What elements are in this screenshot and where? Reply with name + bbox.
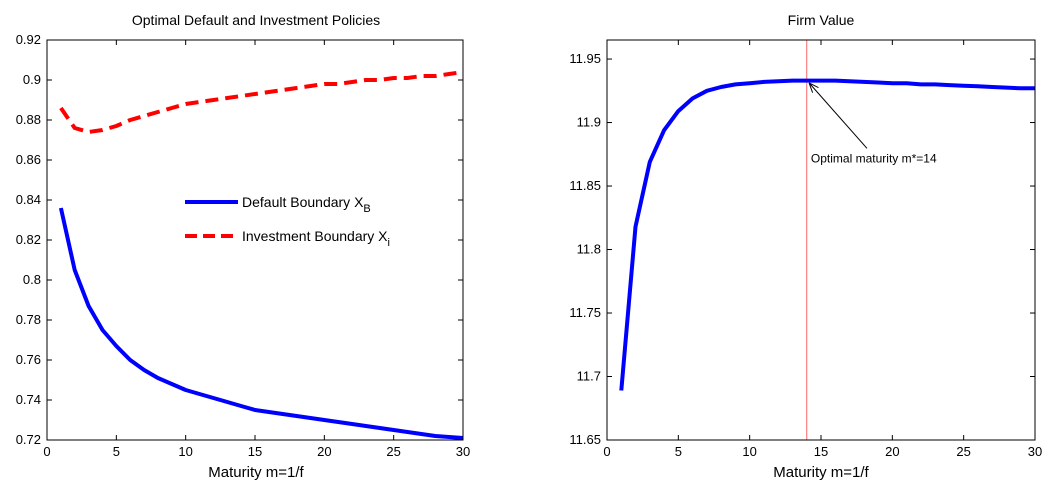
legend-default-name: Default Boundary X (242, 194, 364, 210)
series-line-0 (619, 78, 1035, 391)
legend: Default Boundary XB Investment Boundary … (185, 194, 390, 249)
y-tick-label: 11.75 (569, 305, 601, 320)
y-tick-label: 11.95 (569, 51, 601, 66)
right-chart-title: Firm Value (788, 12, 855, 28)
series-line-0 (58, 207, 464, 440)
legend-investment-name: Investment Boundary X (242, 228, 388, 244)
left-chart-xlabel: Maturity m=1/f (208, 464, 304, 480)
x-tick-label: 0 (603, 444, 610, 459)
x-tick-label: 20 (317, 444, 331, 459)
right-plot-frame (606, 39, 1036, 441)
x-tick-label: 25 (956, 444, 970, 459)
x-tick-label: 10 (178, 444, 192, 459)
y-tick-label: 0.88 (16, 112, 41, 127)
x-tick-label: 15 (814, 444, 828, 459)
left-chart: Optimal Default and Investment Policies … (16, 12, 471, 480)
y-tick-label: 0.74 (16, 392, 41, 407)
y-tick-label: 0.92 (16, 32, 41, 47)
left-chart-title: Optimal Default and Investment Policies (132, 12, 380, 28)
y-tick-label: 0.78 (16, 312, 41, 327)
x-tick-label: 5 (675, 444, 682, 459)
x-tick-label: 20 (885, 444, 899, 459)
legend-default-subscript: B (363, 203, 370, 215)
series-line-1 (59, 70, 464, 134)
x-tick-label: 10 (742, 444, 756, 459)
right-series (619, 78, 1035, 391)
y-tick-label: 11.7 (577, 369, 601, 384)
y-tick-label: 0.84 (16, 192, 41, 207)
right-y-ticks: 11.65 11.7 11.75 11.8 11.85 11.9 11.95 (569, 51, 1035, 447)
y-tick-label: 0.72 (16, 432, 41, 447)
annotation: Optimal maturity m*=14 (810, 84, 937, 165)
left-x-ticks: 0 5 10 15 20 25 30 (43, 40, 470, 459)
x-tick-label: 15 (248, 444, 262, 459)
left-y-ticks: 0.72 0.74 0.76 0.78 0.8 0.82 0.84 0.86 0.88 0.9 0.… (16, 32, 463, 447)
y-tick-label: 11.65 (569, 432, 601, 447)
right-chart: Firm Value Maturity m=1/f 11.65 11.7 11.75… (569, 12, 1042, 480)
y-tick-label: 0.82 (16, 232, 41, 247)
annotation-text: Optimal maturity m*=14 (811, 151, 937, 165)
x-tick-label: 5 (113, 444, 120, 459)
right-x-ticks: 0 5 10 15 20 25 30 (603, 40, 1042, 459)
x-tick-label: 30 (456, 444, 470, 459)
x-tick-label: 0 (43, 444, 50, 459)
legend-label-investment: Investment Boundary Xi (242, 228, 390, 249)
legend-investment-subscript: i (388, 237, 390, 249)
legend-label-default: Default Boundary XB (242, 194, 371, 215)
left-series (58, 70, 464, 440)
y-tick-label: 0.8 (23, 272, 41, 287)
x-tick-label: 30 (1028, 444, 1042, 459)
y-tick-label: 11.8 (577, 242, 601, 257)
y-tick-label: 11.9 (577, 115, 601, 130)
left-plot-frame (46, 39, 464, 441)
annotation-arrow (810, 84, 868, 149)
y-tick-label: 11.85 (569, 178, 601, 193)
y-tick-label: 0.9 (23, 72, 41, 87)
x-tick-label: 25 (386, 444, 400, 459)
y-tick-label: 0.86 (16, 152, 41, 167)
right-chart-xlabel: Maturity m=1/f (773, 464, 869, 480)
y-tick-label: 0.76 (16, 352, 41, 367)
